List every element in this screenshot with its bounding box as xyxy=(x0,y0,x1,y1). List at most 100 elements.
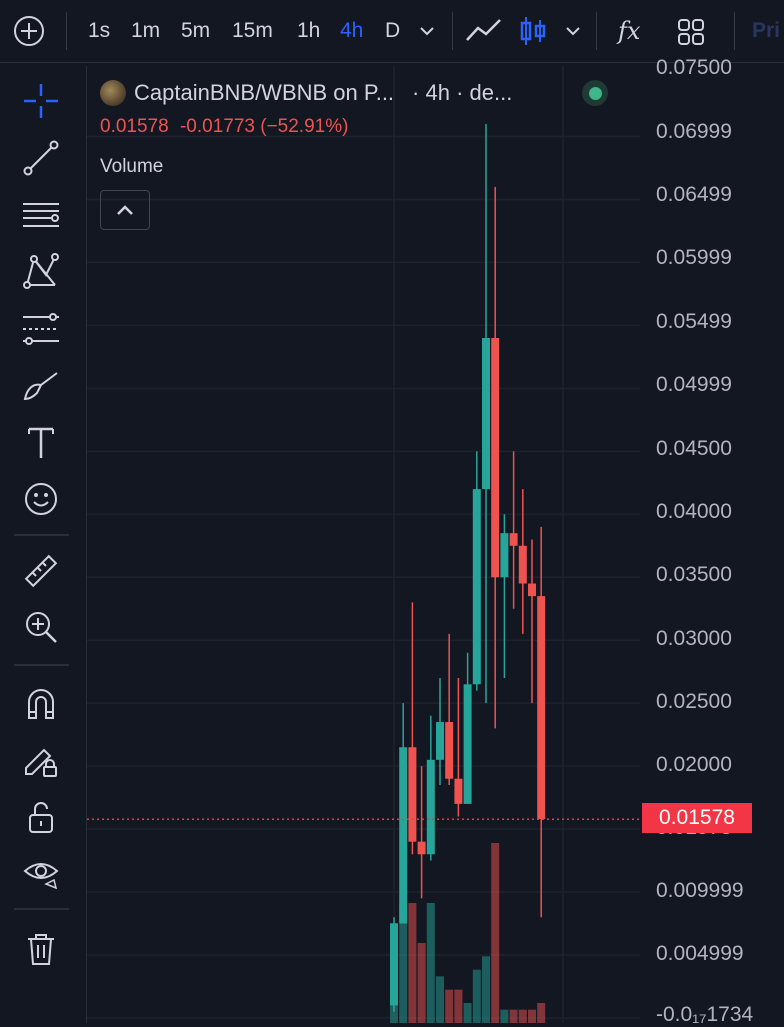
brush-tool[interactable] xyxy=(20,365,62,407)
plus-circle-icon xyxy=(14,16,44,46)
candle-body xyxy=(445,722,454,779)
emoji-tool[interactable] xyxy=(20,478,62,520)
candle-body xyxy=(500,533,509,578)
measure-tool[interactable] xyxy=(20,550,62,592)
line-chart-icon xyxy=(466,19,501,41)
candle-body xyxy=(436,722,444,760)
crosshair-tool[interactable] xyxy=(20,80,62,122)
price-tick: 0.02500 xyxy=(656,690,732,713)
layouts-button[interactable] xyxy=(676,14,706,48)
volume-bar xyxy=(518,1009,527,1023)
ruler-icon xyxy=(24,554,58,588)
interval-1h[interactable]: 1h xyxy=(297,19,321,42)
candle-body xyxy=(509,533,518,546)
toolbar-divider xyxy=(66,12,67,50)
volume-bar xyxy=(491,843,500,1023)
trend-line-tool[interactable] xyxy=(20,137,62,179)
price-tick: 0.04999 xyxy=(656,373,732,396)
price-tick: 0.04000 xyxy=(656,500,732,523)
price-tick: 0.03000 xyxy=(656,627,732,650)
fib-tool[interactable] xyxy=(20,308,62,350)
market-status-dot xyxy=(582,80,608,106)
unlock-icon xyxy=(29,802,53,833)
candle-body xyxy=(528,583,536,597)
brush-icon xyxy=(23,372,58,401)
hide-drawings-tool[interactable] xyxy=(20,852,62,894)
toolbar-divider xyxy=(14,664,69,666)
indicators-label: fx xyxy=(618,17,641,45)
chevron-up-icon xyxy=(117,205,133,215)
candle-body xyxy=(472,489,481,685)
drawing-toolbar xyxy=(0,66,82,1023)
text-tool[interactable] xyxy=(20,422,62,464)
interval-dropdown[interactable] xyxy=(418,14,436,48)
interval-4h[interactable]: 4h xyxy=(340,19,364,42)
toolbar-divider xyxy=(452,12,453,50)
interval-15m[interactable]: 15m xyxy=(232,19,273,42)
candle-body xyxy=(399,747,408,924)
price-tick: 0.02000 xyxy=(656,753,732,776)
candle-body xyxy=(482,337,490,490)
candle-body xyxy=(518,545,527,584)
candle-body xyxy=(463,684,472,804)
zoom-tool[interactable] xyxy=(20,606,62,648)
chart-type-button[interactable] xyxy=(464,14,504,48)
emoji-icon xyxy=(25,483,57,515)
horizontal-lines-tool[interactable] xyxy=(20,194,62,236)
volume-bar xyxy=(482,956,490,1023)
price-scale[interactable]: 0.07500 0.06999 0.06499 0.05999 0.05499 … xyxy=(640,56,784,1026)
zoom-in-icon xyxy=(26,612,57,643)
volume-bar xyxy=(500,1009,509,1023)
price-tick: 0.05499 xyxy=(656,310,732,333)
interval-1m[interactable]: 1m xyxy=(131,19,161,42)
price-tick: 0.009999 xyxy=(656,879,744,902)
price-tick: -0.0₁₇1734 xyxy=(656,1003,754,1026)
chart-type-dropdown[interactable] xyxy=(564,14,582,48)
candle-body xyxy=(390,923,398,1006)
volume-bar xyxy=(454,989,463,1023)
trend-line-icon xyxy=(23,140,59,176)
volume-bar xyxy=(528,1009,536,1023)
candlestick-chart[interactable] xyxy=(87,66,641,1023)
add-symbol-button[interactable] xyxy=(12,14,46,48)
magnet-tool[interactable] xyxy=(20,684,62,726)
volume-bar xyxy=(408,903,417,1023)
price-tick: 0.04500 xyxy=(656,437,732,460)
text-icon xyxy=(28,427,54,458)
toolbar-divider xyxy=(596,12,597,50)
symbol-name[interactable]: CaptainBNB/WBNB on P... xyxy=(134,80,395,105)
volume-bar xyxy=(537,1003,546,1023)
grid-layout-icon xyxy=(678,19,704,45)
status-dot-inner xyxy=(588,86,602,100)
candle-body xyxy=(454,778,463,804)
remove-drawings-tool[interactable] xyxy=(20,928,62,970)
volume-bar xyxy=(426,903,435,1023)
price-change: -0.01773 (−52.91%) xyxy=(179,116,349,137)
current-price: 0.01578 xyxy=(100,116,169,137)
indicators-button[interactable]: fx xyxy=(618,14,640,48)
interval-d[interactable]: D xyxy=(385,19,401,42)
volume-bar xyxy=(417,943,426,1023)
legend-header: CaptainBNB/WBNB on P... · 4h · de... xyxy=(100,78,608,108)
candle-body xyxy=(417,841,426,855)
interval-5m[interactable]: 5m xyxy=(181,19,211,42)
fib-icon xyxy=(23,313,59,345)
volume-bar xyxy=(472,969,481,1023)
lock-all-tool[interactable] xyxy=(20,796,62,838)
candle-body xyxy=(537,596,546,820)
toolbar-divider xyxy=(14,908,69,910)
price-tick: 0.03500 xyxy=(656,563,732,586)
volume-bar xyxy=(445,989,454,1023)
interval-1s[interactable]: 1s xyxy=(88,19,111,42)
lock-drawing-tool[interactable] xyxy=(20,740,62,782)
candles-button[interactable] xyxy=(518,14,548,48)
candle-body xyxy=(408,747,417,842)
toolbar-divider xyxy=(14,534,69,536)
price-cut-button[interactable]: Pri xyxy=(752,19,781,42)
volume-bar xyxy=(463,1003,472,1023)
pattern-tool[interactable] xyxy=(20,251,62,293)
eye-icon xyxy=(23,863,59,890)
symbol-timeframe: · 4h · de... xyxy=(412,80,513,105)
chart-pane[interactable] xyxy=(86,66,641,1023)
collapse-legend-button[interactable] xyxy=(100,190,150,230)
